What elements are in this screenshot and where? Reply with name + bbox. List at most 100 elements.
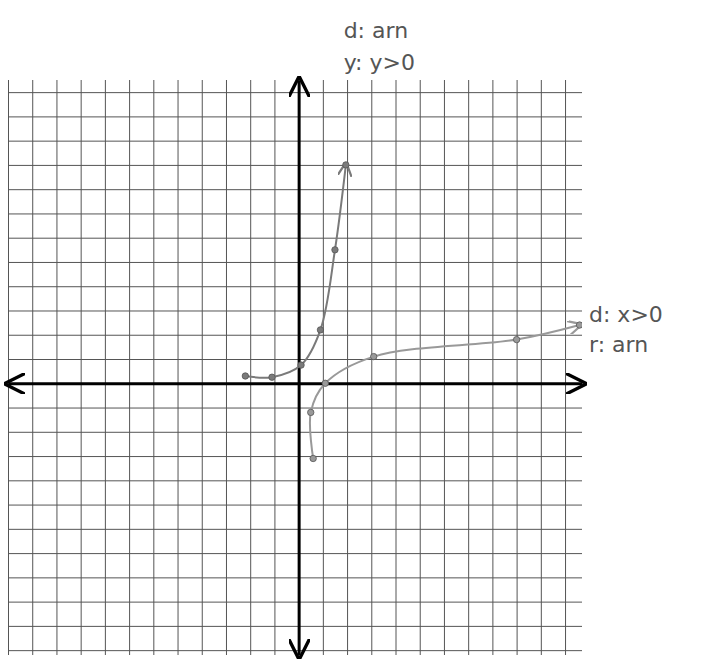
annotations: d: arny: y>0d: x>0r: arn <box>344 18 663 357</box>
chart: d: arny: y>0d: x>0r: arn <box>0 0 708 659</box>
y-grid-line <box>8 286 582 287</box>
x-grid-tick <box>56 80 57 655</box>
x-grid-tick <box>492 80 493 655</box>
x-axis <box>9 383 583 384</box>
point <box>308 409 314 415</box>
y-grid-line <box>8 626 582 627</box>
y-grid-line <box>8 505 582 506</box>
point <box>343 162 349 168</box>
x-grid-tick <box>153 80 154 655</box>
x-grid-line <box>8 80 9 655</box>
x-grid-tick <box>129 80 130 655</box>
annotation: d: x>0 <box>589 302 663 327</box>
x-grid-line <box>323 80 324 655</box>
y-grid-line <box>8 141 582 142</box>
y-grid-line <box>8 432 582 433</box>
x-grid-line <box>153 80 154 655</box>
y-grid-line <box>8 189 582 190</box>
y-grid-tick <box>8 432 582 433</box>
y-grid-tick <box>8 286 582 287</box>
x-grid-line <box>468 80 469 655</box>
x-grid-line <box>444 80 445 655</box>
y-grid-tick <box>8 602 582 603</box>
point <box>332 247 338 253</box>
y-grid-tick <box>8 359 582 360</box>
x-grid-line <box>420 80 421 655</box>
x-grid-line <box>274 80 275 655</box>
y-grid-tick <box>8 529 582 530</box>
y-grid-tick <box>8 310 582 311</box>
y-grid-line <box>8 602 582 603</box>
point <box>242 373 248 379</box>
annotation: d: arn <box>344 18 408 43</box>
x-grid-tick <box>541 80 542 655</box>
y-grid-line <box>8 529 582 530</box>
y-grid-tick <box>8 505 582 506</box>
y-grid-line <box>8 577 582 578</box>
x-grid-line <box>105 80 106 655</box>
point <box>310 455 316 461</box>
x-grid-tick <box>178 80 179 655</box>
curve <box>245 165 346 378</box>
y-grid-line <box>8 408 582 409</box>
x-grid-line <box>492 80 493 655</box>
x-axis-line <box>9 382 583 385</box>
y-grid-tick <box>8 650 582 651</box>
x-grid-tick <box>32 80 33 655</box>
x-grid-line <box>396 80 397 655</box>
point <box>298 362 304 368</box>
x-grid-line <box>81 80 82 655</box>
x-grid-line <box>565 80 566 655</box>
point <box>371 353 377 359</box>
x-grid-line <box>56 80 57 655</box>
x-grid-tick <box>274 80 275 655</box>
point <box>317 327 323 333</box>
y-grid-line <box>8 92 582 93</box>
y-grid-tick <box>8 141 582 142</box>
x-grid-tick <box>371 80 372 655</box>
y-grid-line <box>8 359 582 360</box>
y-grid-line <box>8 553 582 554</box>
x-grid-line <box>178 80 179 655</box>
x-grid-line <box>202 80 203 655</box>
y-grid-tick <box>8 213 582 214</box>
x-grid-tick <box>396 80 397 655</box>
x-grid-line <box>226 80 227 655</box>
x-grid-line <box>517 80 518 655</box>
x-grid-tick <box>444 80 445 655</box>
y-grid-tick <box>8 456 582 457</box>
y-grid-line <box>8 480 582 481</box>
point <box>576 322 582 328</box>
y-grid-tick <box>8 626 582 627</box>
y-grid <box>8 93 582 651</box>
x-grid-tick <box>105 80 106 655</box>
y-grid-tick <box>8 116 582 117</box>
x-grid-tick <box>420 80 421 655</box>
x-grid-tick <box>323 80 324 655</box>
y-grid-tick <box>8 577 582 578</box>
x-grid-tick <box>202 80 203 655</box>
y-grid-tick <box>8 165 582 166</box>
y-grid-line <box>8 238 582 239</box>
y-grid-line <box>8 262 582 263</box>
y-grid-line <box>8 116 582 117</box>
x-grid-line <box>371 80 372 655</box>
point <box>269 374 275 380</box>
y-grid-line <box>8 335 582 336</box>
y-grid-line <box>8 456 582 457</box>
x-grid-tick <box>226 80 227 655</box>
annotation: r: arn <box>589 332 648 357</box>
y-grid-tick <box>8 238 582 239</box>
y-grid-tick <box>8 262 582 263</box>
y-grid-line <box>8 310 582 311</box>
y-grid-tick <box>8 408 582 409</box>
y-grid-line <box>8 213 582 214</box>
curve <box>310 325 580 458</box>
y-grid-line <box>8 650 582 651</box>
y-grid-tick <box>8 189 582 190</box>
x-grid-tick <box>468 80 469 655</box>
x-grid-line <box>250 80 251 655</box>
y-grid-tick <box>8 383 582 384</box>
y-grid-tick <box>8 92 582 93</box>
point <box>322 380 328 386</box>
